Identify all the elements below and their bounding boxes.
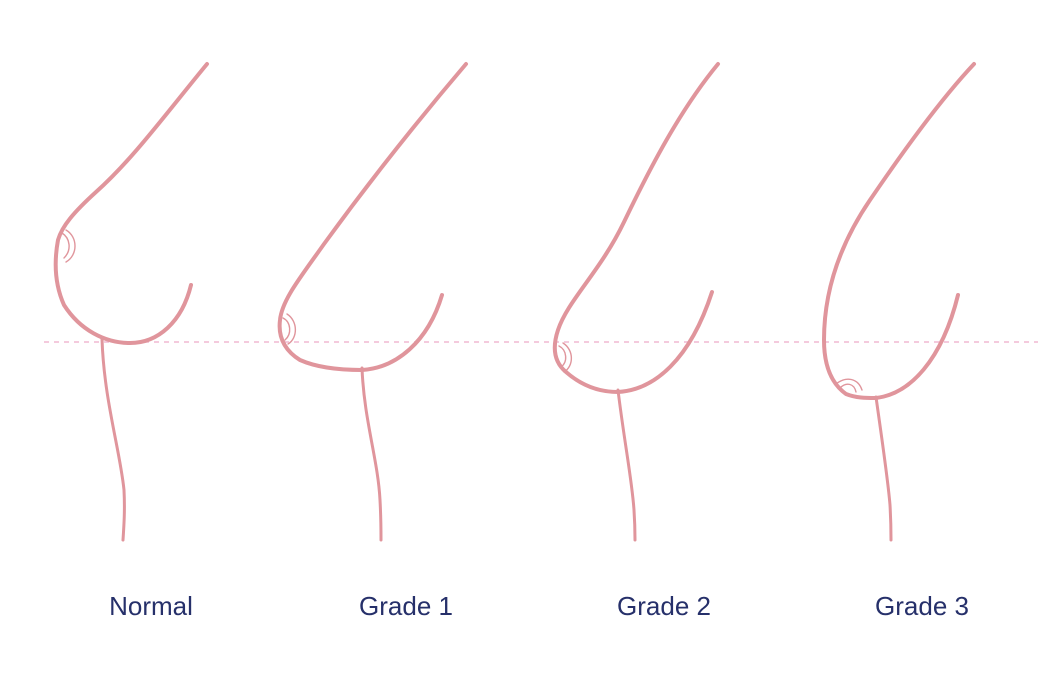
stage-label-grade-1: Grade 1 bbox=[359, 591, 453, 621]
stage-label-normal: Normal bbox=[109, 591, 193, 621]
breast-profile-grade-3 bbox=[822, 62, 976, 542]
breast-profile-grade-2 bbox=[552, 62, 720, 542]
stage-label-grade-3: Grade 3 bbox=[875, 591, 969, 621]
breast-profile-grade-1 bbox=[277, 62, 468, 542]
stage-label-grade-2: Grade 2 bbox=[617, 591, 711, 621]
breast-profile-normal bbox=[53, 62, 209, 542]
